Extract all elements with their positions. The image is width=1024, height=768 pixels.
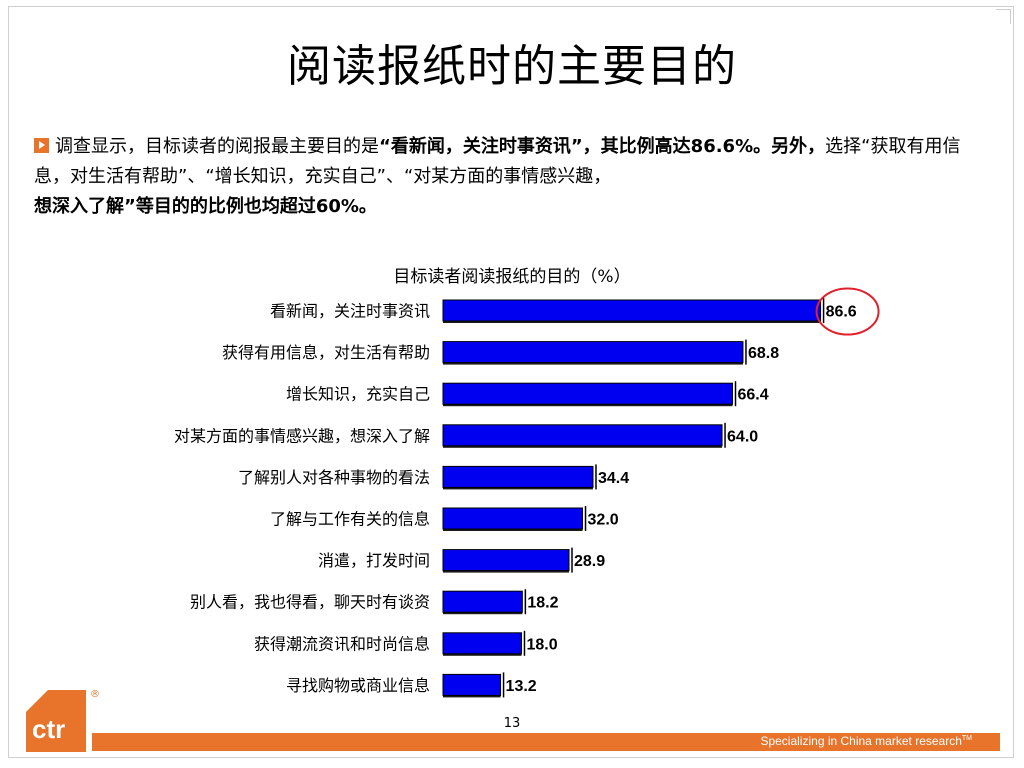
chart-title: 目标读者阅读报纸的目的（%） (393, 267, 631, 287)
intro-text-6: 想深入了解”等目的的比例也均超过60%。 (34, 196, 377, 217)
intro-paragraph: 调查显示，目标读者的阅报最主要目的是“看新闻，关注时事资讯”，其比例高达86.6… (34, 132, 964, 222)
category-label: 增长知识，充实自己 (286, 385, 430, 404)
logo-text: ctr (32, 714, 65, 744)
footer-tagline: Specializing in China market researchTM (760, 734, 972, 748)
value-label: 28.9 (574, 553, 605, 570)
bar (442, 590, 523, 613)
category-label: 了解与工作有关的信息 (270, 510, 430, 529)
category-label: 消遣，打发时间 (318, 551, 430, 570)
ctr-logo: ctr (26, 690, 86, 752)
bar (442, 673, 502, 696)
intro-text-5: 、“增长知识，充实自己”、“对某方面的事情感兴趣， (187, 166, 612, 187)
bar (442, 465, 594, 488)
value-label: 68.8 (748, 345, 779, 362)
intro-text-1: 调查显示，目标读者的阅报最主要目的是 (55, 136, 379, 157)
bar (442, 507, 584, 530)
page-number: 13 (503, 716, 521, 731)
category-label: 了解别人对各种事物的看法 (238, 468, 430, 487)
highlight-circle (815, 287, 880, 336)
value-label: 86.6 (826, 304, 857, 321)
category-label: 对某方面的事情感兴趣，想深入了解 (174, 426, 430, 445)
arrow-bullet-icon (34, 138, 49, 153)
value-label: 18.2 (527, 595, 558, 612)
category-label: 寻找购物或商业信息 (286, 676, 430, 695)
intro-text-4: 选择“获取有用信息，对生活有帮助” (34, 136, 961, 187)
category-label: 别人看，我也得看，聊天时有谈资 (190, 593, 430, 612)
bar (442, 424, 723, 447)
value-label: 66.4 (738, 387, 769, 404)
page-title: 阅读报纸时的主要目的 (287, 41, 737, 92)
value-label: 18.0 (526, 636, 557, 653)
value-label: 32.0 (588, 512, 619, 529)
bar (442, 632, 522, 655)
bar (442, 382, 734, 405)
intro-text-2: “看新闻，关注时事资讯”， (379, 136, 601, 157)
registered-mark: ® (90, 689, 100, 700)
bar (442, 299, 822, 322)
bar (442, 341, 744, 364)
value-label: 34.4 (598, 470, 629, 487)
slide-frame (8, 6, 1014, 758)
footer-bar: Specializing in China market researchTM (92, 733, 1000, 751)
category-label: 获得潮流资讯和时尚信息 (254, 634, 430, 653)
category-label: 看新闻，关注时事资讯 (270, 302, 430, 321)
intro-text-3: 其比例高达86.6%。另外， (600, 136, 826, 157)
value-label: 64.0 (727, 428, 758, 445)
corner-mark (996, 9, 1011, 24)
bar (442, 549, 570, 572)
category-label: 获得有用信息，对生活有帮助 (222, 343, 430, 362)
value-label: 13.2 (506, 678, 537, 695)
